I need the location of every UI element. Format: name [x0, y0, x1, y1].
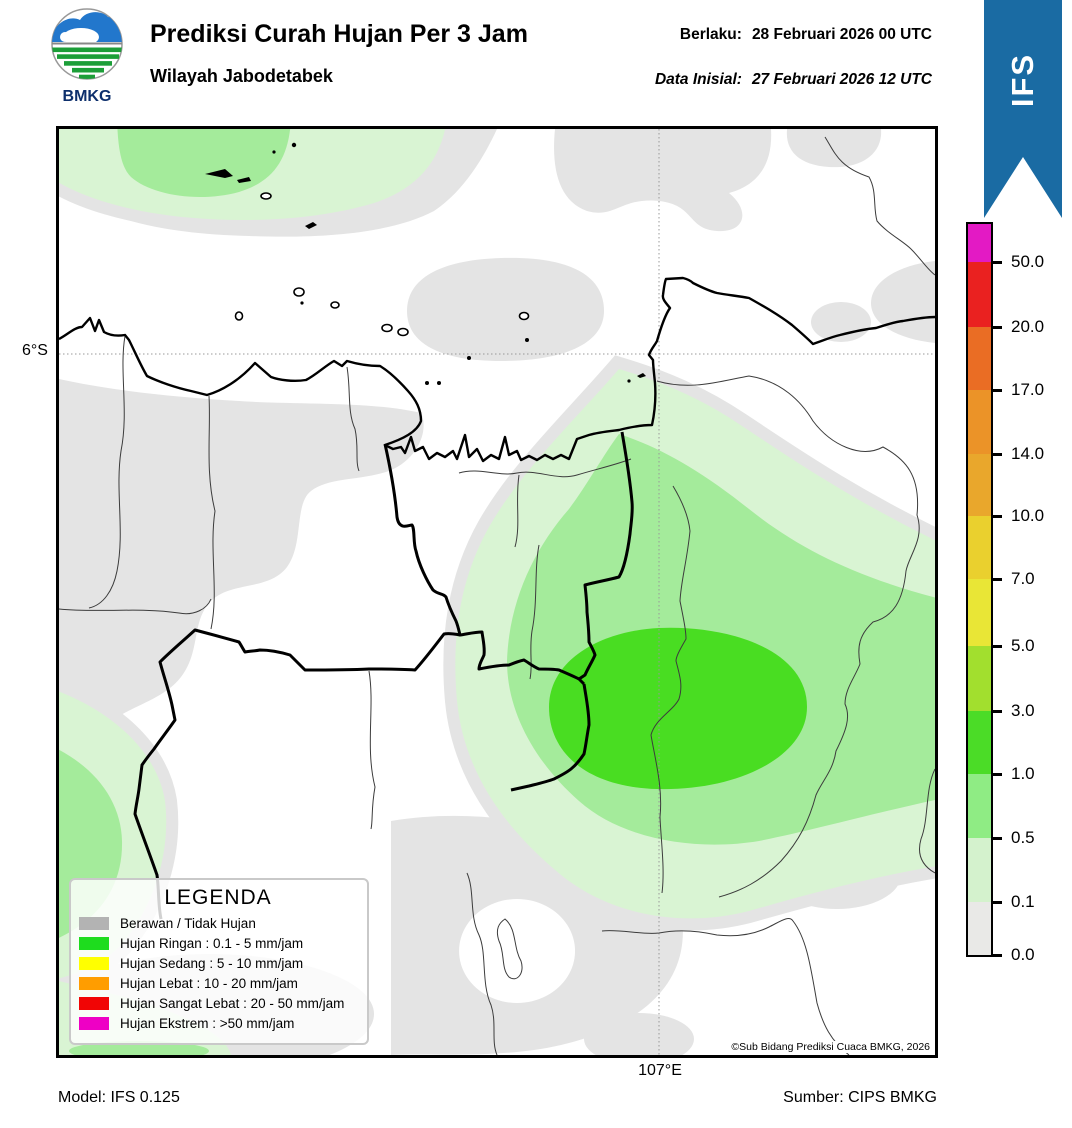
legend-swatch: [79, 977, 109, 990]
legend-item-label: Hujan Ringan : 0.1 - 5 mm/jam: [120, 936, 304, 951]
map-canvas: LEGENDA Berawan / Tidak Hujan Hujan Ring…: [56, 126, 938, 1058]
valid-time-value: 28 Februari 2026 00 UTC: [751, 26, 932, 43]
model-ribbon: IFS: [984, 0, 1062, 218]
colorbar-tick-label: 3.0: [1011, 701, 1035, 720]
colorbar-tick: [993, 260, 1002, 264]
colorbar-tick: [993, 709, 1002, 713]
colorbar-tick: [993, 644, 1002, 648]
legend-item-label: Berawan / Tidak Hujan: [120, 916, 256, 931]
colorbar-gradient: [966, 222, 993, 957]
colorbar-tick: [993, 836, 1002, 840]
init-time: Data Inisial: 27 Februari 2026 12 UTC: [655, 71, 932, 89]
legend-item: Hujan Ringan : 0.1 - 5 mm/jam: [79, 936, 357, 951]
latitude-label: 6°S: [22, 342, 48, 359]
model-ribbon-label: IFS: [1004, 52, 1040, 108]
colorbar-tick-label: 50.0: [1011, 252, 1045, 271]
colorbar-tick: [993, 452, 1002, 456]
colorbar-tick-label: 5.0: [1011, 636, 1035, 655]
colorbar-tick-label: 0.1: [1011, 892, 1035, 911]
legend-item: Hujan Lebat : 10 - 20 mm/jam: [79, 976, 357, 991]
colorbar-tick: [993, 514, 1002, 518]
page-title: Prediksi Curah Hujan Per 3 Jam: [150, 20, 528, 48]
colorbar-tick: [993, 953, 1002, 957]
legend-item: Berawan / Tidak Hujan: [79, 916, 357, 931]
valid-time: Berlaku: 28 Februari 2026 00 UTC: [680, 26, 932, 44]
init-time-label: Data Inisial:: [654, 71, 742, 88]
colorbar-tick-label: 14.0: [1011, 444, 1045, 463]
legend-swatch: [79, 957, 109, 970]
footer-model: Model: IFS 0.125: [58, 1089, 180, 1106]
colorbar-tick-label: 20.0: [1011, 317, 1045, 336]
colorbar-tick-label: 0.5: [1011, 828, 1035, 847]
colorbar-scale: 50.0 20.0 17.0 14.0 10.0 7.0 5.0 3.0 1.0 0.5 0.1 0.…: [966, 222, 1072, 967]
footer-source: Sumber: CIPS BMKG: [783, 1089, 937, 1106]
legend-item-label: Hujan Sangat Lebat : 20 - 50 mm/jam: [120, 996, 345, 1011]
legend-item-label: Hujan Lebat : 10 - 20 mm/jam: [120, 976, 298, 991]
colorbar-tick: [993, 772, 1002, 776]
legend-swatch: [79, 917, 109, 930]
legend-item-label: Hujan Ekstrem : >50 mm/jam: [120, 1016, 295, 1031]
legend-item-label: Hujan Sedang : 5 - 10 mm/jam: [120, 956, 304, 971]
legend-swatch: [79, 1017, 109, 1030]
colorbar-tick-label: 0.0: [1011, 945, 1035, 964]
legend-item: Hujan Ekstrem : >50 mm/jam: [79, 1016, 357, 1031]
colorbar-tick-label: 7.0: [1011, 569, 1035, 588]
legend-items: Berawan / Tidak Hujan Hujan Ringan : 0.1…: [79, 916, 357, 1031]
longitude-label: 107°E: [638, 1062, 682, 1079]
colorbar-tick-label: 1.0: [1011, 764, 1035, 783]
legend-swatch: [79, 997, 109, 1010]
colorbar-tick: [993, 388, 1002, 392]
map-legend: LEGENDA Berawan / Tidak Hujan Hujan Ring…: [69, 878, 369, 1045]
legend-item: Hujan Sangat Lebat : 20 - 50 mm/jam: [79, 996, 357, 1011]
legend-title: LEGENDA: [164, 886, 272, 909]
colorbar-tick: [993, 577, 1002, 581]
colorbar-tick-label: 17.0: [1011, 380, 1045, 399]
colorbar-tick-label: 10.0: [1011, 506, 1045, 525]
valid-time-label: Berlaku:: [679, 26, 742, 43]
colorbar-tick: [993, 325, 1002, 329]
init-time-value: 27 Februari 2026 12 UTC: [751, 71, 932, 88]
page-subtitle: Wilayah Jabodetabek: [150, 66, 333, 86]
bmkg-logo-text: BMKG: [63, 88, 112, 105]
bmkg-logo: BMKG: [51, 8, 123, 105]
map-copyright: ©Sub Bidang Prediksi Cuaca BMKG, 2026: [728, 1041, 933, 1053]
legend-swatch: [79, 937, 109, 950]
colorbar-tick: [993, 900, 1002, 904]
legend-item: Hujan Sedang : 5 - 10 mm/jam: [79, 956, 357, 971]
